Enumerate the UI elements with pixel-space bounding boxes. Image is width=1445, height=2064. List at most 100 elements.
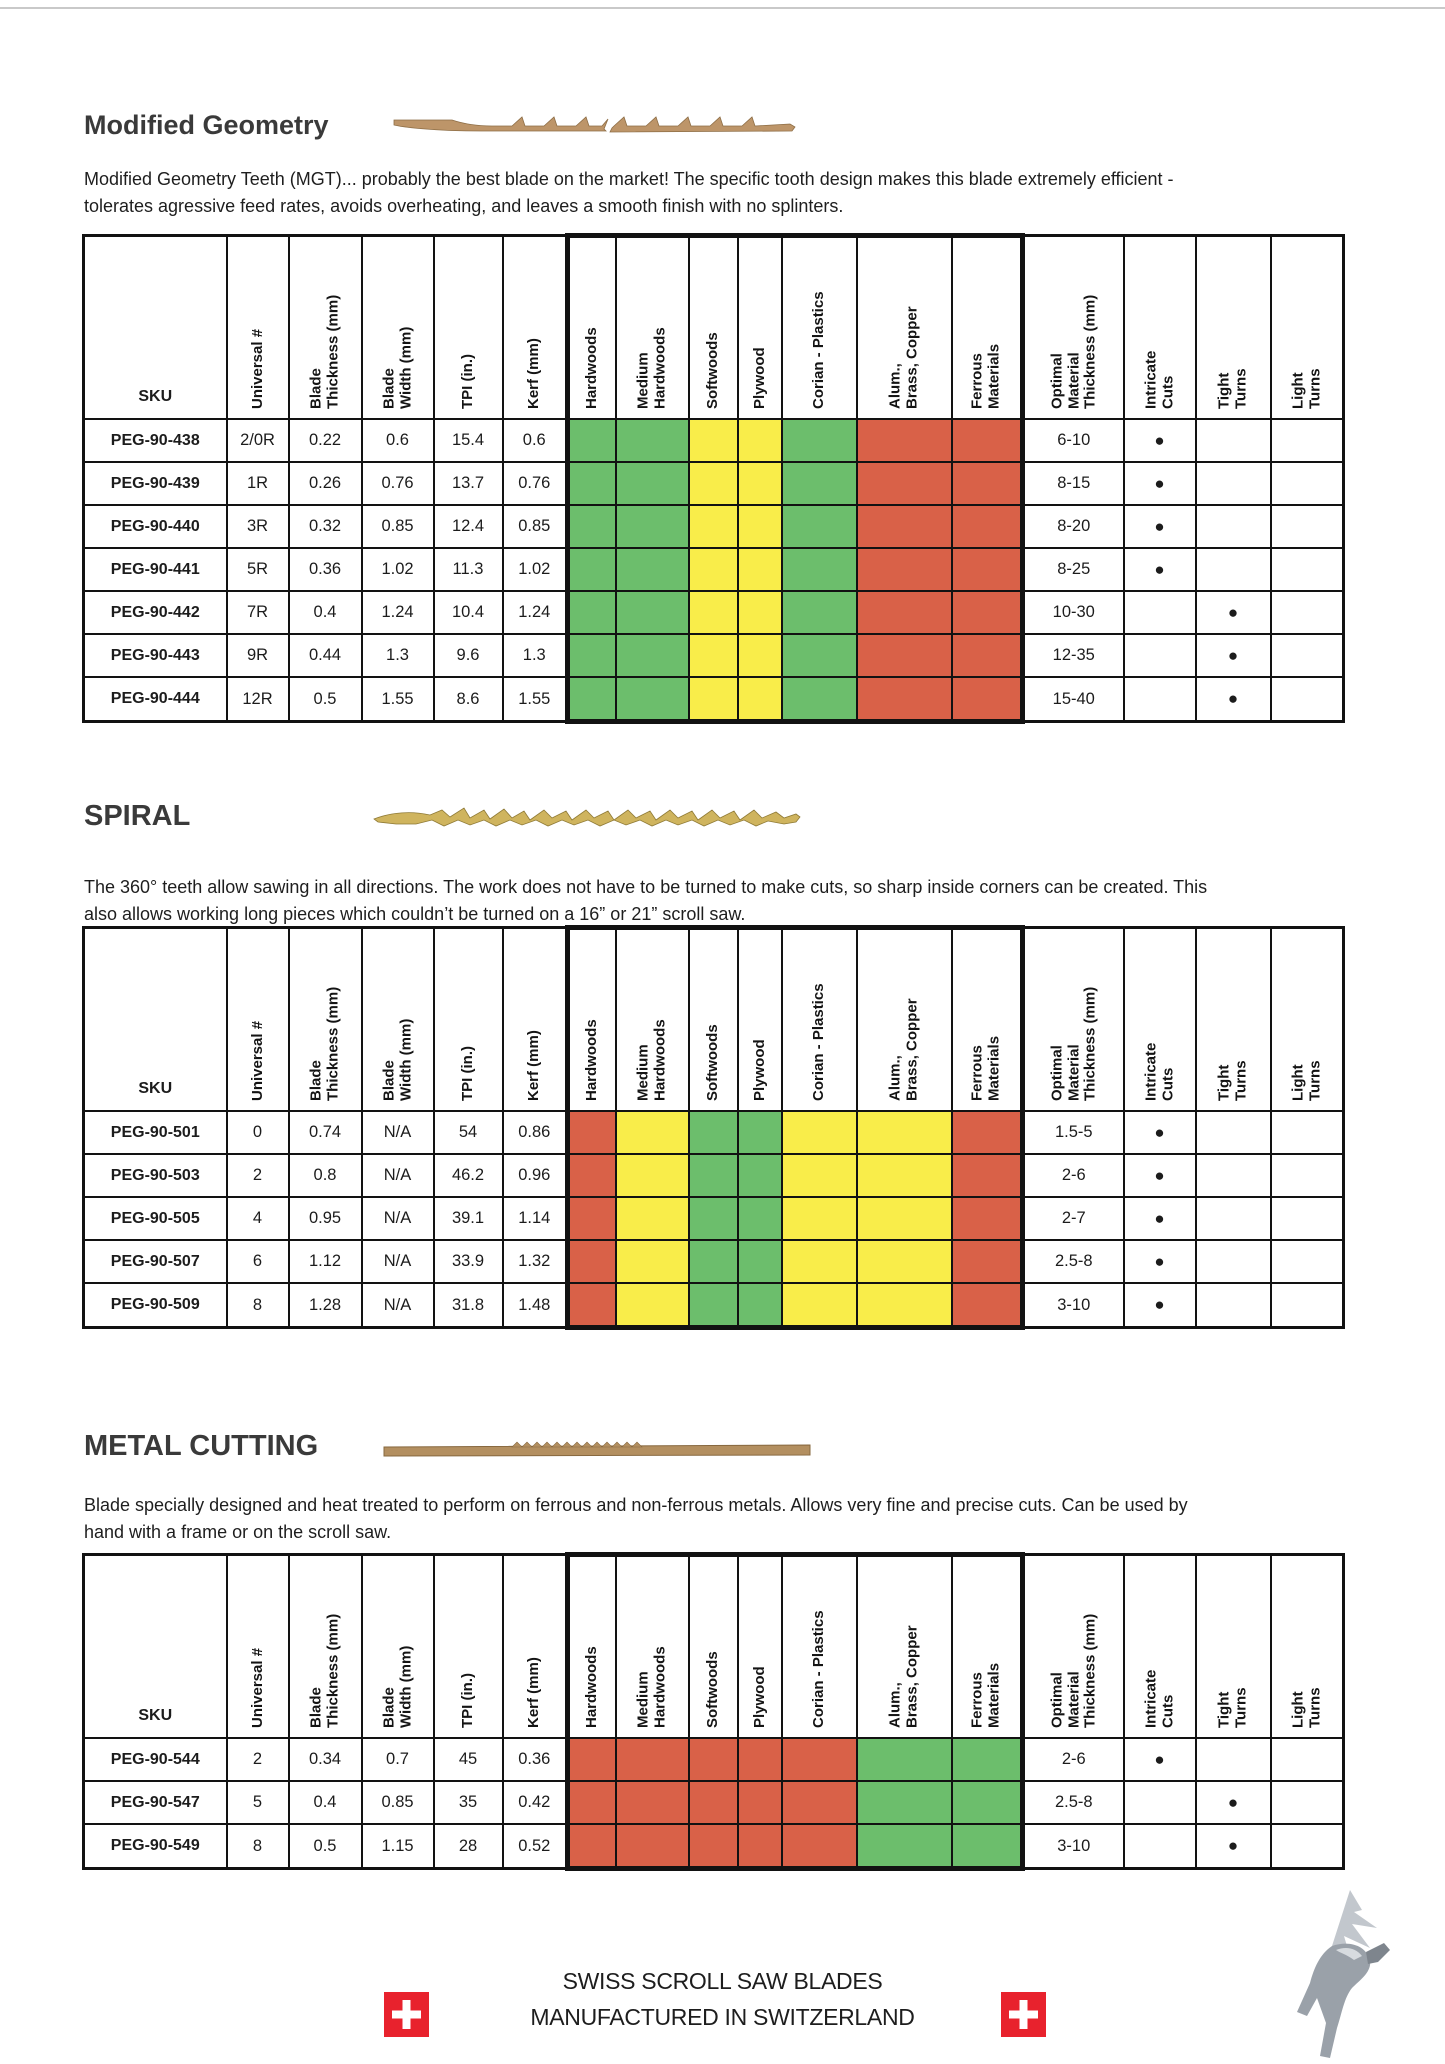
column-header-softwoods: Softwoods (687, 925, 739, 1112)
column-header-label: Kerf (mm) (525, 1029, 542, 1101)
cell-kerf: 1.3 (501, 633, 569, 678)
cell-light-turns (1269, 676, 1345, 723)
cell-optimal-material-thickness: 2.5-8 (1021, 1239, 1125, 1284)
table-row: PEG-90-440 3R 0.32 0.85 12.4 0.85 8-20 ● (82, 504, 1345, 549)
cell-material-softwoods (687, 1239, 739, 1284)
column-header-label: Tight Turns (1215, 1686, 1250, 1728)
cell-material-softwoods (687, 1737, 739, 1782)
cell-material-plywood (736, 1780, 783, 1825)
cell-material-ferrous-materials (950, 633, 1025, 678)
footer-text: SWISS SCROLL SAW BLADES MANUFACTURED IN … (0, 1963, 1445, 2035)
column-header-optimal-material-thickness-mm: Optimal Material Thickness (mm) (1021, 1553, 1125, 1739)
column-header-tpi-in: TPI (in.) (432, 926, 504, 1112)
swiss-flag-icon (384, 1992, 429, 2037)
column-header-light-turns: Light Turns (1269, 234, 1345, 420)
cell-tight-turns: ● (1194, 1823, 1272, 1870)
cell-tight-turns (1194, 1110, 1272, 1155)
cell-tight-turns (1194, 461, 1272, 506)
cell-blade-thickness: 0.8 (287, 1153, 363, 1198)
cell-material-plywood (736, 461, 783, 506)
column-header-tight-turns: Tight Turns (1194, 926, 1272, 1112)
column-header-intricate-cuts: Intricate Cuts (1122, 1553, 1197, 1739)
cell-universal-number: 4 (225, 1196, 290, 1241)
spiral-table: SKU Universal # Blade Thickness (mm) Blade … (82, 925, 1345, 1330)
cell-optimal-material-thickness: 6-10 (1021, 418, 1125, 463)
cell-sku: PEG-90-439 (82, 461, 228, 506)
table-row: PEG-90-507 6 1.12 N/A 33.9 1.32 2.5-8 ● (82, 1239, 1345, 1284)
cell-sku: PEG-90-547 (82, 1780, 228, 1825)
footer-line-1: SWISS SCROLL SAW BLADES (562, 1968, 883, 1994)
column-header-ferrous-materials: Ferrous Materials (950, 925, 1025, 1112)
column-header-label: Tight Turns (1215, 1059, 1250, 1101)
column-header-corian-plastics: Corian - Plastics (780, 925, 858, 1112)
cell-material-corian-plastics (780, 1282, 858, 1330)
column-header-label: Alum., Brass, Copper (886, 1625, 921, 1728)
cell-light-turns (1269, 461, 1345, 506)
cell-material-ferrous-materials (950, 1282, 1025, 1330)
column-header-kerf-mm: Kerf (mm) (501, 234, 569, 420)
cell-material-ferrous-materials (950, 504, 1025, 549)
column-header-label: TPI (in.) (458, 353, 476, 409)
cell-material-medium-hardwoods (614, 633, 690, 678)
cell-optimal-material-thickness: 15-40 (1021, 676, 1125, 723)
cell-sku: PEG-90-509 (82, 1282, 228, 1329)
column-header-label: Corian - Plastics (809, 1610, 827, 1728)
cell-tpi: 13.7 (432, 461, 504, 506)
column-header-hardwoods: Hardwoods (565, 233, 617, 420)
cell-blade-thickness: 0.22 (287, 418, 363, 463)
column-header-optimal-material-thickness-mm: Optimal Material Thickness (mm) (1021, 926, 1125, 1112)
cell-optimal-material-thickness: 3-10 (1021, 1282, 1125, 1329)
modified-geometry-table: SKU Universal # Blade Thickness (mm) Blade … (82, 233, 1345, 724)
column-header-label: TPI (in.) (458, 1672, 476, 1728)
cell-tpi: 39.1 (432, 1196, 504, 1241)
top-divider-line (0, 7, 1445, 9)
column-header-label: Optimal Material Thickness (mm) (1048, 294, 1098, 409)
cell-material-softwoods (687, 504, 739, 549)
cell-material-plywood (736, 504, 783, 549)
cell-blade-width: N/A (360, 1196, 435, 1241)
column-header-label: Alum., Brass, Copper (886, 306, 921, 409)
cell-blade-width: 0.76 (360, 461, 435, 506)
cell-universal-number: 9R (225, 633, 290, 678)
cell-material-medium-hardwoods (614, 1780, 690, 1825)
column-header-softwoods: Softwoods (687, 1552, 739, 1739)
column-header-corian-plastics: Corian - Plastics (780, 233, 858, 420)
cell-material-medium-hardwoods (614, 461, 690, 506)
column-header-label: Blade Thickness (mm) (307, 294, 342, 409)
cell-material-medium-hardwoods (614, 1737, 690, 1782)
cell-kerf: 0.85 (501, 504, 569, 549)
cell-tight-turns: ● (1194, 590, 1272, 635)
column-header-tpi-in: TPI (in.) (432, 234, 504, 420)
column-header-light-turns: Light Turns (1269, 1553, 1345, 1739)
cell-sku: PEG-90-442 (82, 590, 228, 635)
column-header-label: Universal # (248, 1020, 266, 1101)
table-row: PEG-90-501 0 0.74 N/A 54 0.86 1.5-5 ● (82, 1110, 1345, 1155)
cell-material-ferrous-materials (950, 1823, 1025, 1871)
cell-optimal-material-thickness: 10-30 (1021, 590, 1125, 635)
cell-blade-thickness: 0.34 (287, 1737, 363, 1782)
cell-kerf: 1.32 (501, 1239, 569, 1284)
cell-material-corian-plastics (780, 1239, 858, 1284)
column-header-label: Kerf (mm) (525, 337, 542, 409)
column-header-medium-hardwoods: Medium Hardwoods (614, 925, 690, 1112)
column-header-medium-hardwoods: Medium Hardwoods (614, 1552, 690, 1739)
cell-universal-number: 0 (225, 1110, 290, 1155)
cell-material-alum-brass-copper (855, 633, 953, 678)
cell-optimal-material-thickness: 8-20 (1021, 504, 1125, 549)
column-header-alum-brass-copper: Alum., Brass, Copper (855, 233, 953, 420)
cell-material-alum-brass-copper (855, 1239, 953, 1284)
cell-intricate-cuts: ● (1122, 1110, 1197, 1155)
column-header-label: Light Turns (1289, 1059, 1323, 1101)
cell-intricate-cuts: ● (1122, 1153, 1197, 1198)
cell-material-alum-brass-copper (855, 547, 953, 592)
column-header-kerf-mm: Kerf (mm) (501, 1553, 569, 1739)
cell-kerf: 1.14 (501, 1196, 569, 1241)
cell-kerf: 1.48 (501, 1282, 569, 1329)
column-header-label: Universal # (248, 328, 266, 409)
cell-material-ferrous-materials (950, 1196, 1025, 1241)
cell-light-turns (1269, 1110, 1345, 1155)
column-header-label: Alum., Brass, Copper (886, 998, 921, 1101)
cell-intricate-cuts (1122, 1780, 1197, 1825)
cell-blade-thickness: 0.32 (287, 504, 363, 549)
column-header-label: Softwoods (703, 1651, 721, 1728)
